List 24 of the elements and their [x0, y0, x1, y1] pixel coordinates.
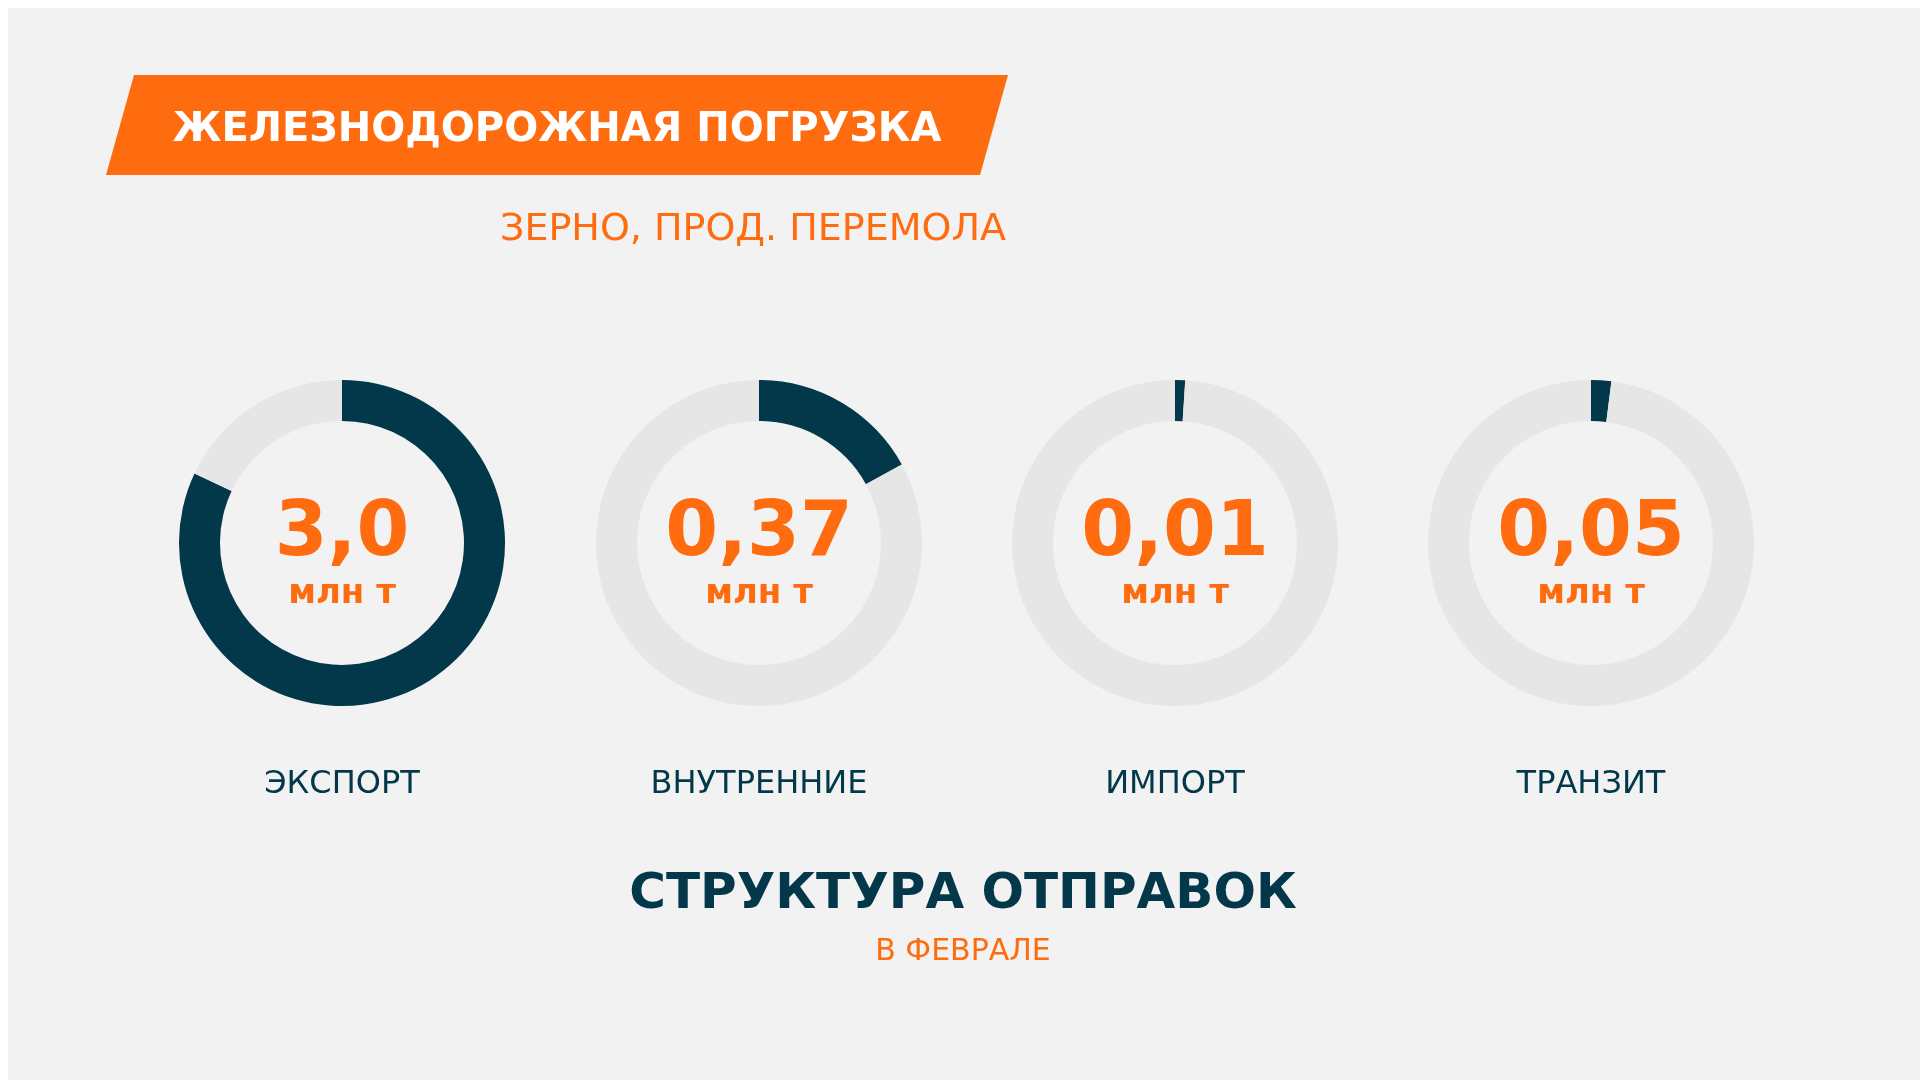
text: млн т — [705, 571, 814, 611]
donut-slice — [759, 380, 902, 485]
donut-slice — [1591, 380, 1612, 422]
text: млн т — [1537, 571, 1646, 611]
text: млн т — [1121, 571, 1230, 611]
donut-slice — [179, 380, 505, 706]
text: СТРУКТУРА ОТПРАВОК — [629, 862, 1297, 920]
donut-slice — [1175, 380, 1186, 422]
text: ЭКСПОРТ — [264, 763, 421, 801]
text: ВНУТРЕННИЕ — [650, 763, 868, 801]
text: 3,0 — [274, 484, 410, 573]
text: млн т — [288, 571, 397, 611]
donut-slice — [194, 380, 342, 492]
text: ИМПОРТ — [1105, 763, 1246, 801]
text: 0,05 — [1497, 484, 1685, 573]
donut-slice — [1428, 380, 1754, 706]
text: В ФЕВРАЛЕ — [875, 932, 1051, 967]
text: 0,37 — [665, 484, 853, 573]
text: ТРАНЗИТ — [1515, 763, 1666, 801]
donut-slice — [1012, 380, 1338, 706]
text: 0,01 — [1081, 484, 1269, 573]
text: ЗЕРНО, ПРОД. ПЕРЕМОЛА — [500, 205, 1006, 249]
donut-slice — [596, 380, 922, 706]
text: ЖЕЛЕЗНОДОРОЖНАЯ ПОГРУЗКА — [172, 104, 942, 150]
